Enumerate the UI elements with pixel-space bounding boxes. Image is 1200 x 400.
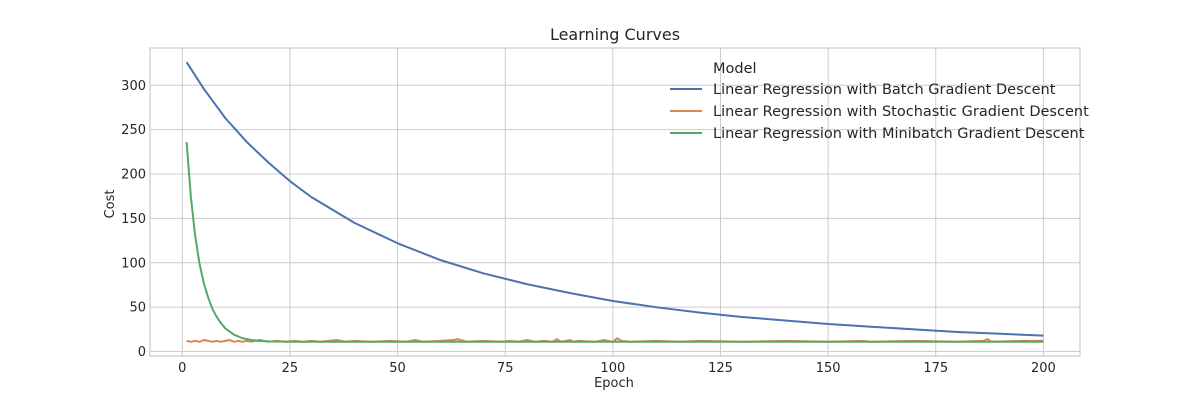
legend-title: Model xyxy=(713,61,757,77)
x-tick-label: 200 xyxy=(1031,361,1056,376)
y-tick-label: 250 xyxy=(121,123,146,138)
tick-labels: 0 25 50 75 100 125 150 175 200 0 50 100 150 200 250 300 xyxy=(121,79,1056,376)
chart-title: Learning Curves xyxy=(550,25,680,44)
series-line-3 xyxy=(185,142,1044,343)
series-lines xyxy=(185,61,1044,343)
series-line-1 xyxy=(185,61,1044,337)
y-tick-label: 100 xyxy=(121,256,146,271)
x-tick-label: 100 xyxy=(600,361,625,376)
x-tick-label: 125 xyxy=(708,361,733,376)
y-axis-title: Cost xyxy=(103,190,118,219)
y-tick-label: 300 xyxy=(121,79,146,94)
legend: Model Linear Regression with Batch Gradi… xyxy=(670,61,1089,142)
legend-entry: Linear Regression with Minibatch Gradien… xyxy=(713,126,1085,142)
plot-area-frame xyxy=(149,47,1081,357)
x-tick-label: 25 xyxy=(282,361,299,376)
legend-entry: Linear Regression with Stochastic Gradie… xyxy=(713,104,1089,120)
y-tick-label: 50 xyxy=(129,301,146,316)
x-tick-label: 50 xyxy=(389,361,406,376)
x-tick-label: 75 xyxy=(497,361,514,376)
x-tick-label: 175 xyxy=(923,361,948,376)
legend-entry: Linear Regression with Batch Gradient De… xyxy=(713,82,1056,98)
x-tick-label: 150 xyxy=(816,361,841,376)
x-axis-title: Epoch xyxy=(594,376,634,391)
grid xyxy=(150,48,1080,356)
x-tick-label: 0 xyxy=(178,361,186,376)
y-tick-label: 150 xyxy=(121,212,146,227)
y-tick-label: 200 xyxy=(121,168,146,183)
y-tick-label: 0 xyxy=(138,345,146,360)
